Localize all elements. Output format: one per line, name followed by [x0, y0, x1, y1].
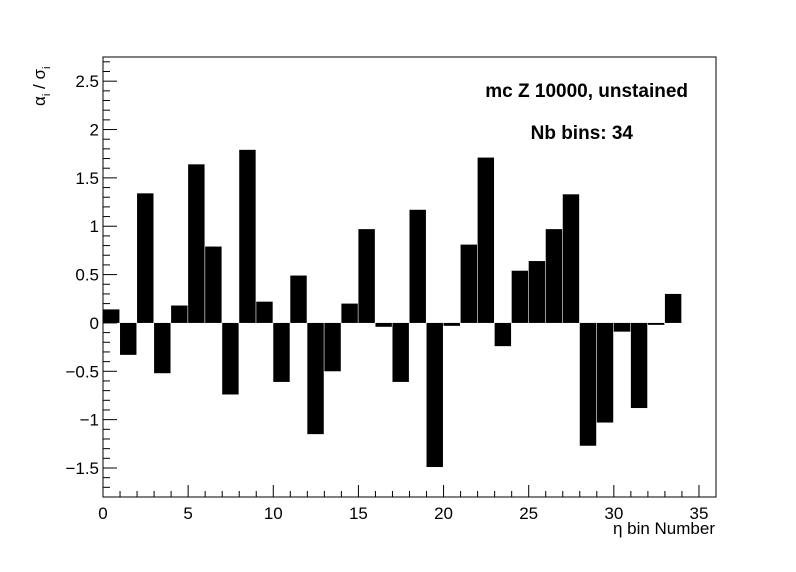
y-axis-title-sub1: i: [41, 94, 53, 96]
x-tick-label: 10: [264, 504, 283, 523]
bar-bin-29: [596, 322, 614, 423]
svg-text:αi / σi: αi / σi: [30, 67, 53, 106]
bar-bin-14: [341, 303, 358, 323]
bar-bin-13: [324, 322, 341, 372]
x-axis-title: η bin Number: [613, 519, 715, 538]
y-tick-label: 0.5: [75, 266, 99, 285]
y-axis-title-sigma: σ: [30, 69, 49, 80]
bar-bin-20: [443, 322, 460, 326]
bar-bin-22: [477, 157, 495, 323]
bar-bin-23: [494, 322, 512, 347]
bar-bin-3: [154, 322, 171, 374]
bar-bin-6: [205, 246, 222, 323]
x-axis: 0 5 10 15 20 25 30 35: [98, 485, 717, 523]
annotation-bins: Nb bins: 34: [531, 123, 634, 144]
y-tick-label: 2.5: [75, 72, 99, 91]
bar-bin-18: [409, 209, 426, 323]
y-tick-label: 1: [90, 217, 99, 236]
x-tick-label: 30: [604, 504, 623, 523]
bar-bin-25: [528, 261, 546, 323]
y-axis-title: αi / σi: [30, 67, 53, 106]
y-tick-label: −0.5: [65, 362, 99, 381]
bar-bin-1: [120, 322, 137, 355]
bar-bin-4: [171, 305, 188, 323]
bar-bin-27: [562, 194, 580, 323]
bar-bin-30: [613, 322, 631, 332]
y-axis: −1.5 −1 −0.5 0 0.5 1 1.5 2 2.5: [65, 61, 117, 498]
y-tick-label: 2: [90, 121, 99, 140]
bar-bin-33: [664, 293, 682, 323]
bar-bin-11: [290, 275, 307, 323]
bar-bin-15: [358, 229, 375, 323]
bar-bin-28: [579, 322, 597, 446]
bar-bin-26: [545, 229, 563, 323]
x-tick-label: 25: [519, 504, 538, 523]
x-tick-label: 20: [434, 504, 453, 523]
bars-group: [103, 149, 682, 468]
bar-bin-31: [630, 322, 648, 409]
bar-bin-19: [426, 322, 443, 468]
y-axis-title-sep: /: [30, 80, 49, 94]
y-axis-title-sub2: i: [41, 67, 53, 69]
bar-bin-5: [188, 164, 205, 323]
annotation-sample: mc Z 10000, unstained: [485, 81, 688, 102]
y-tick-label: 1.5: [75, 169, 99, 188]
bar-bin-9: [256, 301, 273, 323]
bar-bin-0: [103, 309, 120, 323]
bar-bin-17: [392, 322, 409, 382]
x-tick-label: 0: [98, 504, 107, 523]
bar-bin-21: [460, 244, 478, 323]
bar-bin-2: [137, 193, 154, 323]
bar-bin-24: [511, 270, 529, 323]
y-tick-label: −1.5: [65, 459, 99, 478]
y-tick-label: 0: [90, 314, 99, 333]
x-tick-label: 15: [349, 504, 368, 523]
y-tick-label: −1: [80, 411, 99, 430]
x-tick-label: 35: [690, 504, 709, 523]
bar-bin-7: [222, 322, 239, 395]
bar-bin-16: [375, 322, 392, 327]
bar-bin-12: [307, 322, 324, 435]
y-axis-title-alpha: α: [30, 96, 49, 106]
bar-bin-32: [647, 322, 665, 325]
x-tick-label: 5: [183, 504, 192, 523]
bar-bin-10: [273, 322, 290, 382]
bar-bin-8: [239, 149, 256, 323]
